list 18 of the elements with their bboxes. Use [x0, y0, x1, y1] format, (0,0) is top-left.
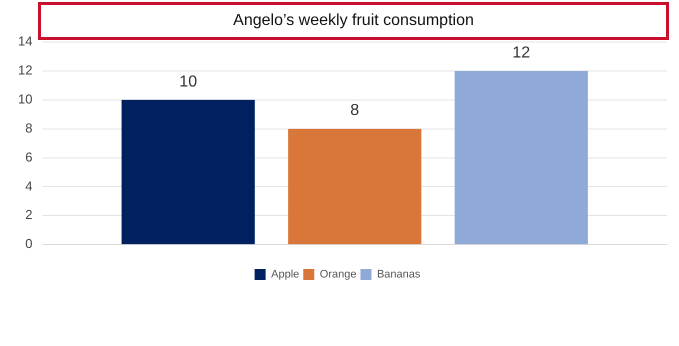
y-tick-label: 4 — [25, 178, 32, 194]
legend-label: Orange — [320, 268, 356, 281]
bar — [454, 70, 588, 244]
y-tick-label: 12 — [18, 62, 32, 78]
y-tick-label: 8 — [25, 120, 32, 136]
chart-title: Angelo’s weekly fruit consumption — [38, 2, 669, 40]
legend-label: Bananas — [376, 268, 421, 281]
data-label: 12 — [512, 44, 530, 62]
y-tick-label: 14 — [18, 34, 32, 49]
data-label: 8 — [350, 102, 360, 120]
data-label: 10 — [179, 73, 198, 90]
y-tick-label: 0 — [25, 236, 32, 252]
legend-label: Apple — [271, 268, 300, 281]
bar — [122, 100, 255, 244]
y-tick-label: 2 — [25, 207, 32, 222]
y-tick-label: 6 — [25, 149, 32, 164]
y-tick-label: 10 — [18, 91, 32, 106]
bar — [288, 128, 422, 244]
